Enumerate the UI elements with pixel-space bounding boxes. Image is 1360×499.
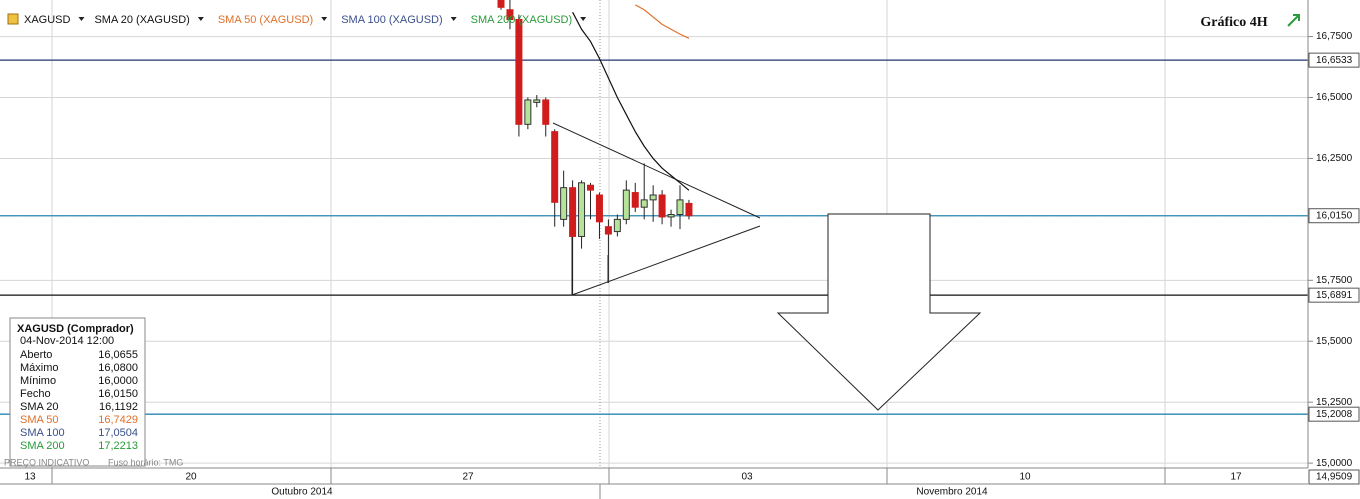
x-tick-label: 03: [741, 472, 753, 483]
info-title: XAGUSD (Comprador): [17, 323, 134, 335]
candle-body: [658, 194, 666, 218]
legend-entry[interactable]: SMA 200 (XAGUSD): [471, 14, 572, 26]
x-tick-label: 20: [185, 472, 197, 483]
info-label: Fecho: [20, 388, 51, 400]
y-tick-label: 15,5000: [1316, 336, 1353, 347]
level-box: [1308, 287, 1360, 303]
info-box: [9, 317, 146, 467]
month-label: Novembro 2014: [916, 487, 988, 498]
dropdown[interactable]: [580, 17, 587, 21]
candle-body: [515, 19, 523, 125]
price-axis: [1308, 0, 1360, 468]
sma-line: [572, 11, 690, 191]
info-label: SMA 200: [20, 440, 65, 452]
trendline: [552, 122, 761, 219]
info-value: 17,0504: [98, 427, 138, 439]
dropdown[interactable]: [321, 17, 328, 21]
info-label: Mínimo: [20, 375, 56, 387]
info-value: 16,0800: [98, 362, 138, 374]
info-value: 16,0655: [98, 349, 138, 361]
x-tick-label: 10: [1019, 472, 1031, 483]
y-tick-label: 15,2500: [1316, 397, 1353, 408]
dropdown[interactable]: [78, 17, 85, 21]
candle-body: [569, 187, 577, 237]
info-label: SMA 20: [20, 401, 59, 413]
y-tick-label: 15,0000: [1316, 458, 1353, 469]
y-tick-label: 15,7500: [1316, 275, 1353, 286]
dropdown[interactable]: [450, 17, 457, 21]
x-tick-label: 27: [462, 472, 474, 483]
info-label: SMA 100: [20, 427, 65, 439]
chart-title: Gráfico 4H: [1200, 15, 1267, 30]
y-tick-label: 16,5000: [1316, 92, 1353, 103]
candle-body: [542, 99, 550, 125]
legend-entry[interactable]: SMA 50 (XAGUSD): [218, 14, 313, 26]
legend-entry: XAGUSD: [24, 14, 71, 26]
info-label: SMA 50: [20, 414, 59, 426]
level-box: [1308, 208, 1360, 224]
candle-body: [631, 192, 639, 208]
candle-body: [506, 9, 514, 20]
candle-body: [649, 194, 657, 201]
dropdown[interactable]: [197, 17, 204, 21]
legend-entry[interactable]: SMA 100 (XAGUSD): [341, 14, 442, 26]
candle-body: [524, 99, 532, 125]
sma-line: [634, 4, 690, 39]
level-label: 15,6891: [1316, 290, 1353, 301]
level-box: [1308, 406, 1360, 422]
info-value: 16,7429: [98, 414, 138, 426]
info-date: 04-Nov-2014 12:00: [20, 335, 114, 347]
level-label: 15,2008: [1316, 409, 1353, 420]
info-value: 16,0000: [98, 375, 138, 387]
level-label: 16,0150: [1316, 210, 1353, 221]
x-tick-label: 13: [24, 472, 36, 483]
info-value: 16,1192: [99, 401, 138, 413]
legend-icon: [7, 13, 19, 25]
legend-entry[interactable]: SMA 20 (XAGUSD): [94, 14, 189, 26]
candle-body: [640, 199, 648, 208]
candle-body: [685, 202, 693, 217]
info-label: Aberto: [20, 349, 52, 361]
candle-body: [604, 226, 612, 235]
y-tick-label: 16,7500: [1316, 31, 1353, 42]
candle-body: [533, 99, 541, 103]
candle-body: [613, 218, 621, 233]
candle-body: [497, 0, 505, 8]
y-tick-label: 16,2500: [1316, 153, 1353, 164]
footer: PREÇO INDICATIVO: [4, 457, 89, 467]
level-label: 16,6533: [1316, 55, 1353, 66]
candle-body: [551, 131, 559, 203]
icon[interactable]: [1287, 14, 1300, 27]
info-value: 16,0150: [98, 388, 138, 400]
candle-body: [578, 182, 586, 237]
level-box: [1308, 52, 1360, 68]
drawings: [552, 122, 982, 411]
footer: Fuso horário: TMG: [108, 457, 183, 467]
month-label: Outubro 2014: [271, 487, 333, 498]
x-tick-label: 17: [1230, 472, 1242, 483]
candle-body: [595, 194, 603, 223]
candle-body: [622, 189, 630, 220]
scale-label: 14,9509: [1316, 472, 1353, 483]
scale-box: [1308, 469, 1360, 485]
trendline: [571, 225, 761, 296]
info-label: Máximo: [20, 362, 59, 374]
candle-body: [587, 184, 594, 191]
candle-body: [560, 187, 568, 220]
down-arrow: [776, 213, 982, 411]
candle-body: [676, 199, 684, 215]
candle-body: [667, 214, 675, 218]
info-value: 17,2213: [98, 440, 138, 452]
